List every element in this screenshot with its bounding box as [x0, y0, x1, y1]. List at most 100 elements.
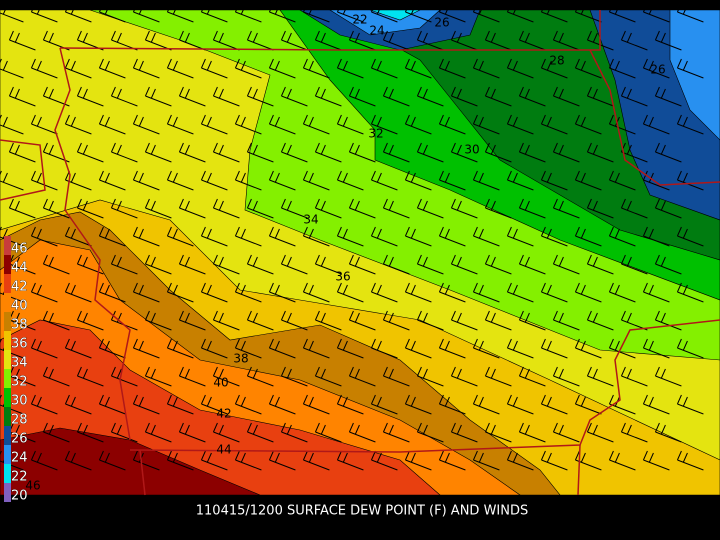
wind-barb [370, 338, 398, 359]
field [0, 427, 261, 496]
wind-barb [30, 394, 58, 415]
wind-barb [552, 310, 580, 331]
wind-barb [552, 422, 580, 443]
wind-barb [200, 226, 228, 247]
wind-barb [144, 254, 172, 275]
wind-barb [472, 450, 500, 471]
wind-barb [506, 338, 534, 359]
wind-barb [166, 2, 194, 23]
wind-barb [178, 254, 206, 275]
wind-barb [98, 338, 126, 359]
wind-barb [76, 422, 104, 443]
wind-barb [608, 170, 636, 191]
wind-barb [200, 2, 228, 23]
wind-barb [64, 114, 92, 135]
wind-barb [370, 58, 398, 79]
legend: 46 44 42 40 38 36 34 32 30 28 26 24 22 20 [4, 236, 28, 504]
wind-barb [178, 422, 206, 443]
wind-barb [518, 310, 546, 331]
wind-barb [30, 2, 58, 23]
border [54, 47, 131, 441]
legend-swatch [4, 464, 11, 483]
wind-barb [246, 198, 274, 219]
wind-barb [302, 226, 330, 247]
wind-barb [76, 86, 104, 107]
wind-barb [540, 114, 568, 135]
wind-barb [484, 142, 512, 163]
wind-barb [64, 394, 92, 415]
wind-barb [178, 366, 206, 387]
wind-barb [574, 170, 602, 191]
wind-barb [620, 30, 648, 51]
wind-barb [642, 2, 670, 23]
wind-barb [642, 282, 670, 303]
wind-barb [132, 58, 160, 79]
wind-barb [348, 142, 376, 163]
contour-label: 30 [464, 143, 479, 157]
wind-barb [246, 30, 274, 51]
wind-barb [280, 30, 308, 51]
wind-barb [144, 198, 172, 219]
legend-swatch [4, 369, 11, 388]
contour-label: 26 [650, 63, 665, 77]
legend-label: 44 [11, 261, 28, 276]
wind-barb [382, 422, 410, 443]
wind-barb [314, 30, 342, 51]
wind-barb [200, 394, 228, 415]
wind-barb [314, 310, 342, 331]
wind-barb [552, 142, 580, 163]
wind-barb [280, 310, 308, 331]
wind-barb [280, 86, 308, 107]
wind-barb [370, 170, 398, 191]
wind-barb [540, 394, 568, 415]
wind-barb [450, 86, 478, 107]
wind-barb [676, 170, 704, 191]
legend-label: 46 [11, 242, 28, 257]
wind-barb [552, 30, 580, 51]
wind-barb [382, 310, 410, 331]
legend-swatch [4, 331, 11, 350]
wind-barb [416, 310, 444, 331]
wind-barb [484, 422, 512, 443]
wind-barb [0, 58, 24, 79]
wind-barb [246, 366, 274, 387]
wind-barb [268, 450, 296, 471]
wind-barb [98, 114, 126, 135]
wind-barb [416, 30, 444, 51]
wind-barb [450, 254, 478, 275]
wind-barb [200, 114, 228, 135]
wind-barb [234, 450, 262, 471]
wind-barb [382, 366, 410, 387]
wind-barb [620, 254, 648, 275]
wind-barb [76, 366, 104, 387]
wind-barb [484, 254, 512, 275]
wind-barb [234, 58, 262, 79]
wind-barb [404, 170, 432, 191]
contour-label: 26 [434, 16, 449, 30]
wind-barb [416, 142, 444, 163]
wind-barb [30, 226, 58, 247]
wind-barb [540, 170, 568, 191]
wind-barb [166, 170, 194, 191]
wind-barb [280, 198, 308, 219]
wind-barb [370, 394, 398, 415]
wind-barb [302, 58, 330, 79]
wind-barb [540, 2, 568, 23]
contour-label: 32 [368, 127, 383, 141]
legend-swatch [4, 274, 11, 293]
wind-barb [234, 338, 262, 359]
wind-barb [144, 366, 172, 387]
wind-barb [654, 254, 682, 275]
wind-barb [98, 282, 126, 303]
wind-barb [212, 30, 240, 51]
wind-barb [676, 282, 704, 303]
legend-label: 28 [11, 413, 28, 428]
wind-barb [144, 86, 172, 107]
wind-barb [336, 338, 364, 359]
contour-label: 28 [549, 54, 564, 68]
wind-barb [302, 170, 330, 191]
wind-barb [64, 338, 92, 359]
dew-point-fields [0, 9, 720, 496]
wind-barb [268, 394, 296, 415]
legend-swatch [4, 445, 11, 464]
